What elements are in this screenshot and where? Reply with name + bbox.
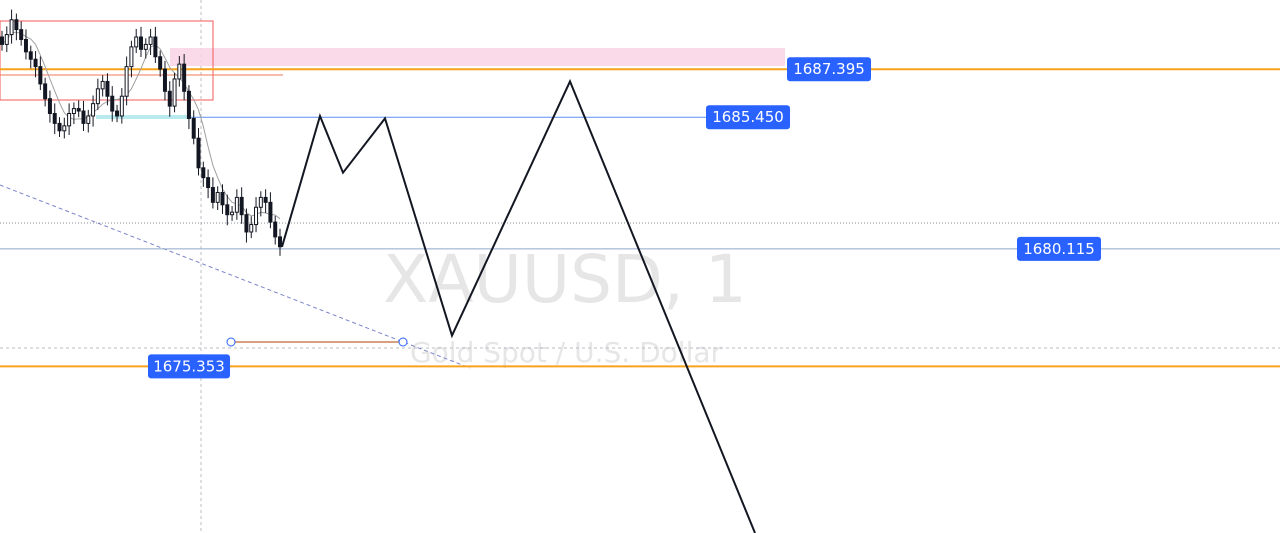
- candle: [186, 85, 191, 130]
- candle: [148, 28, 153, 56]
- candle: [263, 189, 268, 213]
- candle: [215, 186, 220, 210]
- candle: [129, 40, 134, 78]
- candle: [110, 86, 115, 122]
- candle: [86, 109, 91, 133]
- candle: [230, 206, 235, 221]
- watermark-symbol: XAUUSD: [383, 241, 663, 318]
- price-label-text-3: 1675.353: [153, 357, 225, 375]
- dashed-trend-line[interactable]: [0, 184, 471, 369]
- candle: [143, 38, 148, 59]
- moving-average-line: [1, 31, 281, 220]
- candle: [167, 81, 172, 117]
- price-label-text-0: 1687.395: [793, 60, 865, 78]
- candle: [100, 75, 105, 97]
- candle: [244, 208, 249, 243]
- candle: [28, 45, 33, 69]
- candle: [4, 26, 9, 53]
- candle: [67, 103, 72, 135]
- candle: [9, 9, 14, 44]
- price-label-3[interactable]: 1675.353: [148, 354, 230, 379]
- candle: [76, 100, 81, 118]
- candle: [254, 197, 259, 233]
- level-anchor-handle-right[interactable]: [398, 337, 408, 347]
- candle: [153, 26, 158, 63]
- candle: [191, 110, 196, 145]
- watermark-interval: 1: [705, 241, 747, 318]
- candle: [38, 56, 43, 91]
- price-label-0[interactable]: 1687.395: [787, 57, 871, 82]
- candle: [206, 169, 211, 199]
- candlestick-series: [0, 9, 282, 256]
- candle: [258, 191, 263, 217]
- candle: [91, 95, 96, 127]
- candle: [273, 215, 278, 245]
- price-labels: 1687.395 1685.450 1680.115 1675.353: [148, 57, 1101, 379]
- candle: [71, 102, 76, 125]
- candle: [220, 184, 225, 214]
- price-label-2[interactable]: 1680.115: [1017, 236, 1101, 261]
- candle: [234, 189, 239, 220]
- candle: [19, 21, 24, 46]
- candle: [33, 51, 38, 78]
- candle: [23, 29, 28, 60]
- candle: [43, 77, 48, 107]
- candle: [124, 56, 129, 106]
- candle: [95, 78, 100, 110]
- candle: [14, 13, 19, 41]
- candle: [0, 30, 4, 51]
- range-box[interactable]: [0, 20, 214, 101]
- candle: [162, 60, 167, 101]
- candle: [158, 50, 163, 77]
- candle: [210, 177, 215, 209]
- candle: [239, 187, 244, 224]
- candle: [249, 216, 254, 239]
- candle: [177, 56, 182, 87]
- supply-zone-rectangle[interactable]: [170, 48, 785, 66]
- price-label-text-1: 1685.450: [712, 108, 784, 126]
- candle: [57, 117, 62, 137]
- candle: [196, 128, 201, 176]
- projected-path-line[interactable]: [281, 78, 756, 533]
- price-label-text-2: 1680.115: [1023, 240, 1095, 258]
- candle: [47, 90, 52, 123]
- symbol-watermark: XAUUSD, 1: [383, 241, 747, 318]
- candle: [81, 100, 86, 132]
- candle: [119, 88, 124, 124]
- candle: [268, 192, 273, 229]
- price-label-1[interactable]: 1685.450: [706, 105, 790, 130]
- candle: [182, 54, 187, 101]
- candle: [278, 228, 282, 256]
- candle: [62, 117, 67, 139]
- candle: [225, 194, 230, 226]
- candle: [201, 161, 206, 187]
- candle: [139, 26, 143, 58]
- price-level-lines: [0, 68, 1280, 368]
- candle: [134, 28, 139, 54]
- candle: [115, 104, 120, 123]
- candle: [105, 73, 110, 106]
- candle: [172, 72, 177, 113]
- candle: [52, 103, 57, 134]
- level-anchor-handle-left[interactable]: [226, 337, 236, 347]
- symbol-description-watermark: Gold Spot / U.S. Dollar: [410, 336, 723, 369]
